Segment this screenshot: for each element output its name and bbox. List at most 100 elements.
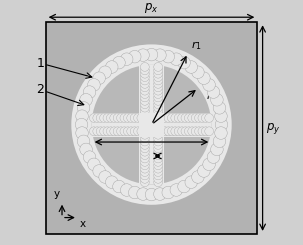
Circle shape <box>141 154 149 163</box>
Circle shape <box>141 73 149 82</box>
Circle shape <box>99 66 112 78</box>
Circle shape <box>154 174 162 183</box>
Circle shape <box>141 127 149 136</box>
Circle shape <box>154 134 162 143</box>
Circle shape <box>141 123 149 132</box>
Circle shape <box>154 62 162 71</box>
Circle shape <box>157 127 166 136</box>
Circle shape <box>141 66 149 75</box>
Circle shape <box>137 49 149 61</box>
Circle shape <box>171 127 180 136</box>
Circle shape <box>117 114 125 122</box>
Circle shape <box>170 184 183 196</box>
Circle shape <box>154 171 162 180</box>
Circle shape <box>141 141 149 149</box>
Circle shape <box>140 127 149 136</box>
Circle shape <box>141 80 149 88</box>
Text: $c_2$: $c_2$ <box>162 159 174 171</box>
Circle shape <box>123 127 132 136</box>
Circle shape <box>154 76 162 85</box>
Circle shape <box>188 114 197 122</box>
Circle shape <box>113 180 125 193</box>
Circle shape <box>185 176 198 188</box>
Circle shape <box>120 114 129 122</box>
Circle shape <box>128 186 141 199</box>
Circle shape <box>127 114 135 122</box>
Circle shape <box>203 158 215 171</box>
Circle shape <box>145 48 158 61</box>
Circle shape <box>105 61 118 73</box>
Circle shape <box>127 127 135 136</box>
Text: $r_1$: $r_1$ <box>191 39 202 52</box>
Circle shape <box>77 135 90 148</box>
Circle shape <box>205 114 214 122</box>
Text: y: y <box>54 189 60 199</box>
Circle shape <box>141 100 149 109</box>
Circle shape <box>213 135 226 148</box>
Circle shape <box>154 110 162 119</box>
Circle shape <box>211 94 223 106</box>
Circle shape <box>203 79 215 91</box>
Circle shape <box>100 127 108 136</box>
Circle shape <box>83 151 96 163</box>
Circle shape <box>185 127 193 136</box>
Circle shape <box>154 113 162 122</box>
Circle shape <box>198 72 210 85</box>
Circle shape <box>137 127 146 136</box>
Circle shape <box>154 83 162 92</box>
Circle shape <box>105 176 118 188</box>
Circle shape <box>76 127 88 139</box>
Circle shape <box>195 114 203 122</box>
Circle shape <box>162 186 175 199</box>
Circle shape <box>89 127 98 136</box>
Circle shape <box>141 168 149 176</box>
Circle shape <box>198 114 207 122</box>
Circle shape <box>71 44 232 205</box>
Circle shape <box>144 114 152 122</box>
Circle shape <box>198 127 207 136</box>
Circle shape <box>191 66 204 78</box>
Circle shape <box>93 165 105 177</box>
Circle shape <box>154 93 162 102</box>
Circle shape <box>100 114 108 122</box>
Circle shape <box>120 184 133 196</box>
Circle shape <box>96 114 105 122</box>
Circle shape <box>137 114 146 122</box>
Circle shape <box>141 130 149 139</box>
Circle shape <box>141 164 149 173</box>
Circle shape <box>201 127 210 136</box>
Circle shape <box>164 114 173 122</box>
Circle shape <box>113 56 125 69</box>
Circle shape <box>161 127 169 136</box>
Circle shape <box>141 161 149 170</box>
Circle shape <box>154 114 163 122</box>
Circle shape <box>144 127 152 136</box>
Circle shape <box>154 161 162 170</box>
Circle shape <box>154 164 162 173</box>
Circle shape <box>77 102 90 114</box>
Circle shape <box>110 127 118 136</box>
Text: $p_y$: $p_y$ <box>266 121 281 135</box>
Circle shape <box>154 117 162 126</box>
Circle shape <box>117 127 125 136</box>
Circle shape <box>141 178 149 187</box>
Circle shape <box>191 114 200 122</box>
Text: $r_2$: $r_2$ <box>206 90 217 103</box>
Circle shape <box>207 151 220 163</box>
Circle shape <box>154 137 162 146</box>
Text: 1: 1 <box>36 57 44 70</box>
Circle shape <box>110 114 118 122</box>
Circle shape <box>88 79 100 91</box>
Circle shape <box>140 114 149 122</box>
Circle shape <box>134 127 142 136</box>
Circle shape <box>154 141 162 149</box>
Circle shape <box>141 147 149 156</box>
Circle shape <box>154 66 162 75</box>
Circle shape <box>174 114 183 122</box>
Circle shape <box>178 56 190 69</box>
Circle shape <box>215 118 228 131</box>
Circle shape <box>130 114 139 122</box>
Circle shape <box>80 94 92 106</box>
Circle shape <box>195 127 203 136</box>
Circle shape <box>205 127 214 136</box>
